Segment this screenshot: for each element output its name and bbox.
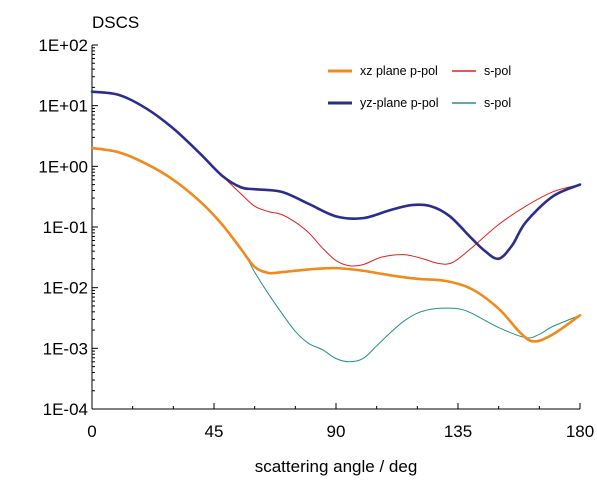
legend-label-yz-p-pol: yz-plane p-pol <box>360 96 439 110</box>
y-tick-label: 1E-02 <box>43 279 88 298</box>
axes: 1E-04 1E-03 1E-02 1E-01 1E+00 1E+01 1E+02 0 45 90… <box>38 36 594 441</box>
series-line-xz-p-pol <box>90 146 582 343</box>
x-tick-label: 45 <box>205 422 224 441</box>
x-tick-label: 135 <box>444 422 472 441</box>
legend-label-yz-s-pol: s-pol <box>484 96 511 110</box>
legend-label-xz-s-pol: s-pol <box>484 64 511 78</box>
series-line-yz-p-pol <box>90 90 582 261</box>
y-tick-label: 1E-04 <box>43 400 88 419</box>
legend: xz plane p-pol s-pol yz-plane p-pol s-pol <box>328 64 511 110</box>
series-lines <box>90 90 582 363</box>
y-tick-label: 1E+01 <box>38 97 88 116</box>
series-line-xz-s-pol <box>91 91 581 267</box>
y-tick-label: 1E+00 <box>38 157 88 176</box>
x-axis-label: scattering angle / deg <box>255 457 418 476</box>
y-tick-label: 1E+02 <box>38 36 88 55</box>
x-tick-label: 0 <box>87 422 96 441</box>
y-tick-label: 1E-03 <box>43 339 88 358</box>
chart-title: DSCS <box>92 13 139 32</box>
x-tick-label: 90 <box>327 422 346 441</box>
y-tick-label: 1E-01 <box>43 218 88 237</box>
x-tick-label: 180 <box>566 422 594 441</box>
series-line-yz-s-pol <box>91 147 581 363</box>
legend-label-xz-p-pol: xz plane p-pol <box>360 64 438 78</box>
